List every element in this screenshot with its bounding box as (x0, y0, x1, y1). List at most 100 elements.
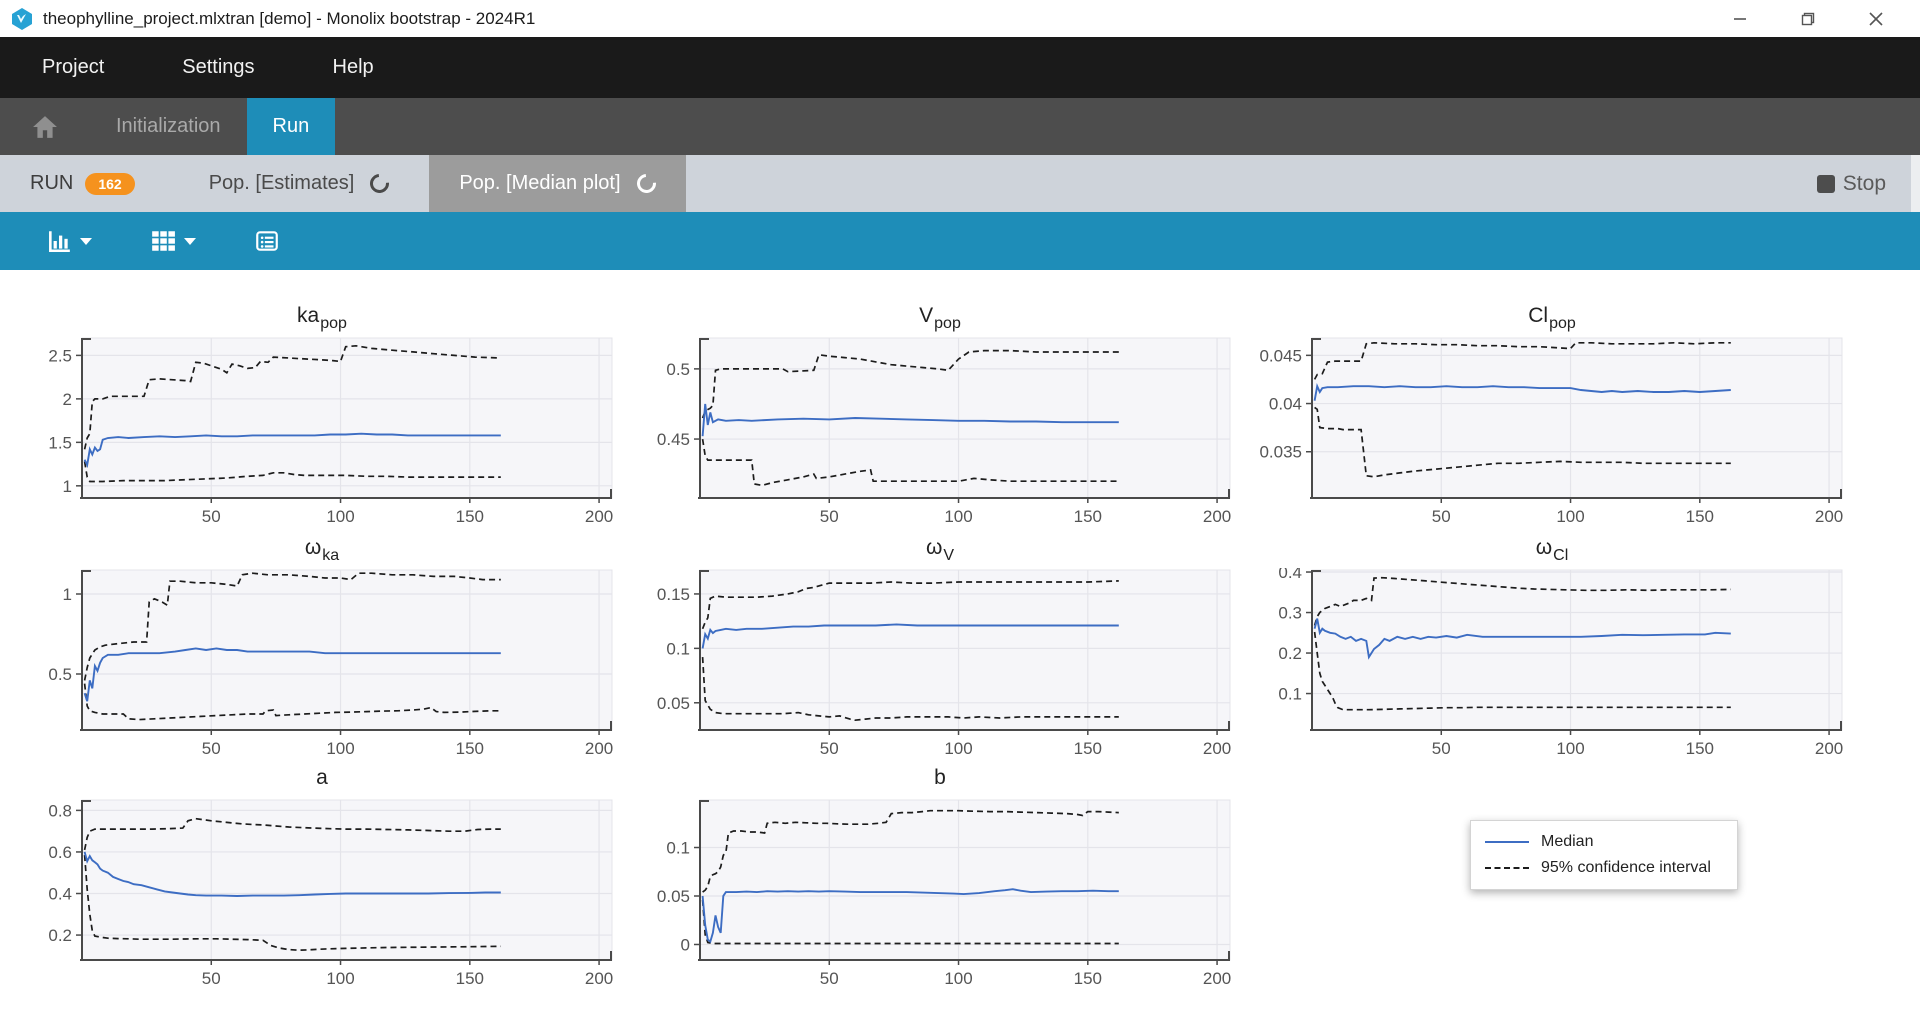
layout-grid-icon (152, 231, 175, 251)
chart-canvas-ka_pop: 1 1.5 2 2.5 50 100 150 200 (48, 337, 613, 526)
legend-item-ci: 95% confidence interval (1485, 859, 1723, 877)
ci-line-sample (1485, 867, 1529, 869)
svg-text:0.2: 0.2 (48, 926, 72, 945)
series-median (701, 623, 1119, 649)
close-button[interactable] (1860, 4, 1892, 34)
svg-text:50: 50 (1432, 739, 1451, 758)
chart-canvas-a: 0.2 0.4 0.6 0.8 50 100 150 200 (48, 799, 613, 988)
minimize-button[interactable] (1724, 4, 1756, 34)
svg-text:0.05: 0.05 (657, 887, 690, 906)
window-title: theophylline_project.mlxtran [demo] - Mo… (43, 8, 536, 28)
chevron-down-icon (80, 237, 92, 245)
app-logo-icon (12, 7, 32, 30)
svg-text:150: 150 (1686, 507, 1714, 526)
chart-V_pop: Vpop 0.45 0.5 50 100 150 200 (640, 296, 1240, 533)
legend-ci-label: 95% confidence interval (1541, 859, 1711, 876)
chart-omega_V: ωV 0.05 0.1 0.15 50 100 150 200 (640, 528, 1240, 765)
series-lower_ci (701, 438, 1119, 487)
svg-text:0.4: 0.4 (1278, 568, 1302, 582)
tab-run[interactable]: Run (246, 98, 336, 155)
series-median (83, 647, 501, 702)
charts-area: Median 95% confidence interval kapop 1 1.5… (0, 270, 1920, 1020)
series-lower_ci (83, 683, 501, 721)
svg-text:0.05: 0.05 (657, 694, 690, 713)
chart-title-b: b (934, 766, 946, 789)
home-icon (33, 115, 57, 138)
stop-button[interactable]: Stop (1816, 155, 1886, 212)
chart-title-V_pop: Vpop (919, 304, 961, 332)
menu-settings[interactable]: Settings (182, 56, 255, 78)
home-button[interactable] (0, 98, 90, 155)
chart-canvas-omega_V: 0.05 0.1 0.15 50 100 150 200 (657, 569, 1231, 758)
layout-grid-button[interactable] (144, 224, 202, 258)
svg-text:100: 100 (326, 739, 354, 758)
chart-a: a 0.2 0.4 0.6 0.8 50 100 150 200 (22, 758, 622, 995)
series-upper_ci (83, 344, 501, 450)
tab-initialization[interactable]: Initialization (116, 115, 221, 137)
chart-canvas-V_pop: 0.45 0.5 50 100 150 200 (657, 337, 1231, 526)
median-line-sample (1485, 841, 1529, 843)
svg-text:200: 200 (585, 739, 613, 758)
svg-text:100: 100 (326, 969, 354, 988)
svg-text:0.4: 0.4 (48, 885, 72, 904)
series-upper_ci (1313, 341, 1731, 380)
plot-settings-button[interactable] (248, 224, 286, 258)
svg-text:0.3: 0.3 (1278, 604, 1302, 623)
chevron-down-icon (184, 237, 196, 245)
svg-text:100: 100 (326, 507, 354, 526)
plot-type-button[interactable] (40, 224, 98, 258)
scrollbar[interactable] (1911, 155, 1920, 212)
menu-help[interactable]: Help (332, 56, 374, 78)
svg-text:150: 150 (1074, 969, 1102, 988)
chart-title-omega_V: ωV (925, 536, 955, 564)
svg-text:200: 200 (1815, 739, 1843, 758)
svg-text:0.1: 0.1 (1278, 685, 1302, 704)
tab-pop-median-plot[interactable]: Pop. [Median plot] (429, 155, 686, 212)
svg-text:100: 100 (1556, 507, 1584, 526)
run-label: RUN (30, 172, 74, 194)
tab-pop-estimates[interactable]: Pop. [Estimates] (183, 155, 416, 212)
run-count-badge: 162 (85, 172, 135, 195)
chart-b: b 0 0.05 0.1 50 100 150 200 (640, 758, 1240, 995)
stop-icon (1816, 174, 1835, 193)
chart-canvas-omega_Cl: 0.1 0.2 0.3 0.4 50 100 150 200 (1278, 563, 1843, 758)
series-upper_ci (83, 572, 501, 681)
svg-text:1.5: 1.5 (48, 433, 72, 452)
svg-text:0.8: 0.8 (48, 801, 72, 820)
svg-text:0.15: 0.15 (657, 585, 690, 604)
svg-text:150: 150 (456, 739, 484, 758)
svg-text:0.5: 0.5 (48, 665, 72, 684)
series-lower_ci (1313, 631, 1731, 711)
svg-text:200: 200 (1203, 969, 1231, 988)
chart-canvas-b: 0 0.05 0.1 50 100 150 200 (657, 799, 1231, 988)
series-lower_ci (83, 461, 501, 483)
chart-title-ka_pop: kapop (297, 304, 347, 332)
run-status-group[interactable]: RUN 162 (0, 155, 135, 212)
series-median (1313, 618, 1731, 660)
svg-text:150: 150 (456, 969, 484, 988)
nav-bar: Initialization Run (0, 98, 1920, 155)
svg-text:100: 100 (944, 739, 972, 758)
svg-text:200: 200 (1815, 507, 1843, 526)
title-bar: theophylline_project.mlxtran [demo] - Mo… (0, 0, 1920, 37)
svg-text:50: 50 (820, 969, 839, 988)
svg-text:2: 2 (63, 390, 72, 409)
svg-text:0.1: 0.1 (666, 839, 690, 858)
maximize-button[interactable] (1792, 4, 1824, 34)
svg-text:150: 150 (1686, 739, 1714, 758)
svg-text:200: 200 (585, 507, 613, 526)
svg-text:50: 50 (1432, 507, 1451, 526)
series-lower_ci (701, 657, 1119, 722)
svg-text:50: 50 (820, 739, 839, 758)
svg-text:50: 50 (202, 507, 221, 526)
svg-text:50: 50 (820, 507, 839, 526)
series-upper_ci (1313, 576, 1731, 626)
svg-text:0.1: 0.1 (666, 639, 690, 658)
spinner-icon (632, 170, 660, 197)
chart-ka_pop: kapop 1 1.5 2 2.5 50 100 150 200 (22, 296, 622, 533)
svg-text:100: 100 (1556, 739, 1584, 758)
legend-item-median: Median (1485, 833, 1723, 851)
svg-text:50: 50 (202, 739, 221, 758)
menu-project[interactable]: Project (42, 56, 105, 78)
